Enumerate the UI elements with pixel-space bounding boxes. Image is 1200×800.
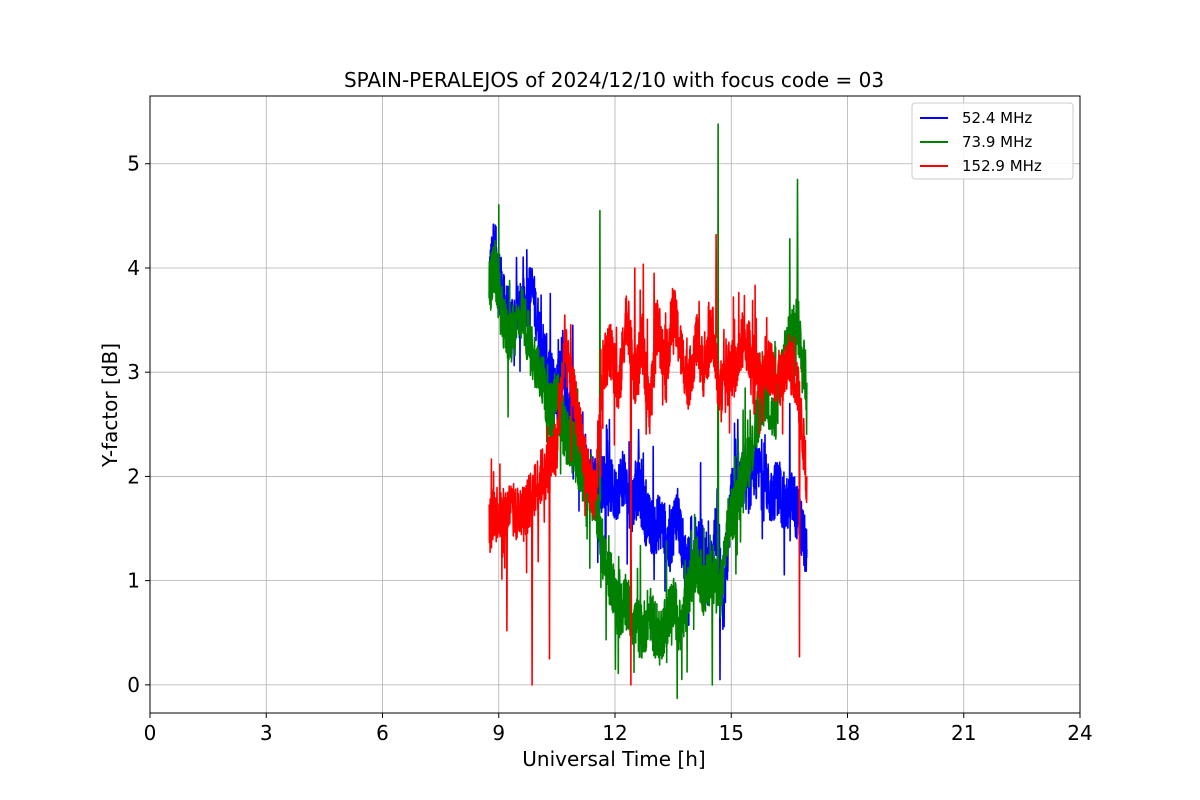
- x-tick-label: 9: [492, 721, 505, 745]
- x-tick-label: 3: [260, 721, 273, 745]
- chart-title: SPAIN-PERALEJOS of 2024/12/10 with focus…: [344, 68, 884, 92]
- y-tick-label: 3: [127, 360, 140, 384]
- y-tick-label: 2: [127, 464, 140, 488]
- series-2: [488, 233, 808, 686]
- legend-label: 152.9 MHz: [962, 157, 1042, 175]
- legend-label: 73.9 MHz: [962, 133, 1032, 151]
- y-axis-label: Y-factor [dB]: [98, 343, 122, 468]
- series-line-0: [488, 223, 808, 681]
- y-tick-label: 0: [127, 673, 140, 697]
- series-1: [488, 123, 808, 700]
- x-axis-label: Universal Time [h]: [522, 747, 705, 771]
- x-tick-label: 21: [951, 721, 976, 745]
- x-tick-label: 0: [144, 721, 157, 745]
- x-tick-label: 24: [1067, 721, 1092, 745]
- x-tick-label: 12: [602, 721, 627, 745]
- y-tick-label: 4: [127, 256, 140, 280]
- x-tick-label: 18: [835, 721, 860, 745]
- x-tick-label: 15: [719, 721, 744, 745]
- y-tick-label: 5: [127, 152, 140, 176]
- series-layer: [488, 123, 808, 700]
- series-0: [488, 223, 808, 681]
- legend-label: 52.4 MHz: [962, 109, 1032, 127]
- series-line-1: [488, 123, 808, 700]
- legend-box: [911, 102, 1074, 180]
- y-tick-label: 1: [127, 569, 140, 593]
- x-tick-label: 6: [376, 721, 389, 745]
- legend: 52.4 MHz 73.9 MHz 152.9 MHz: [911, 102, 1074, 180]
- series-line-2: [488, 233, 808, 686]
